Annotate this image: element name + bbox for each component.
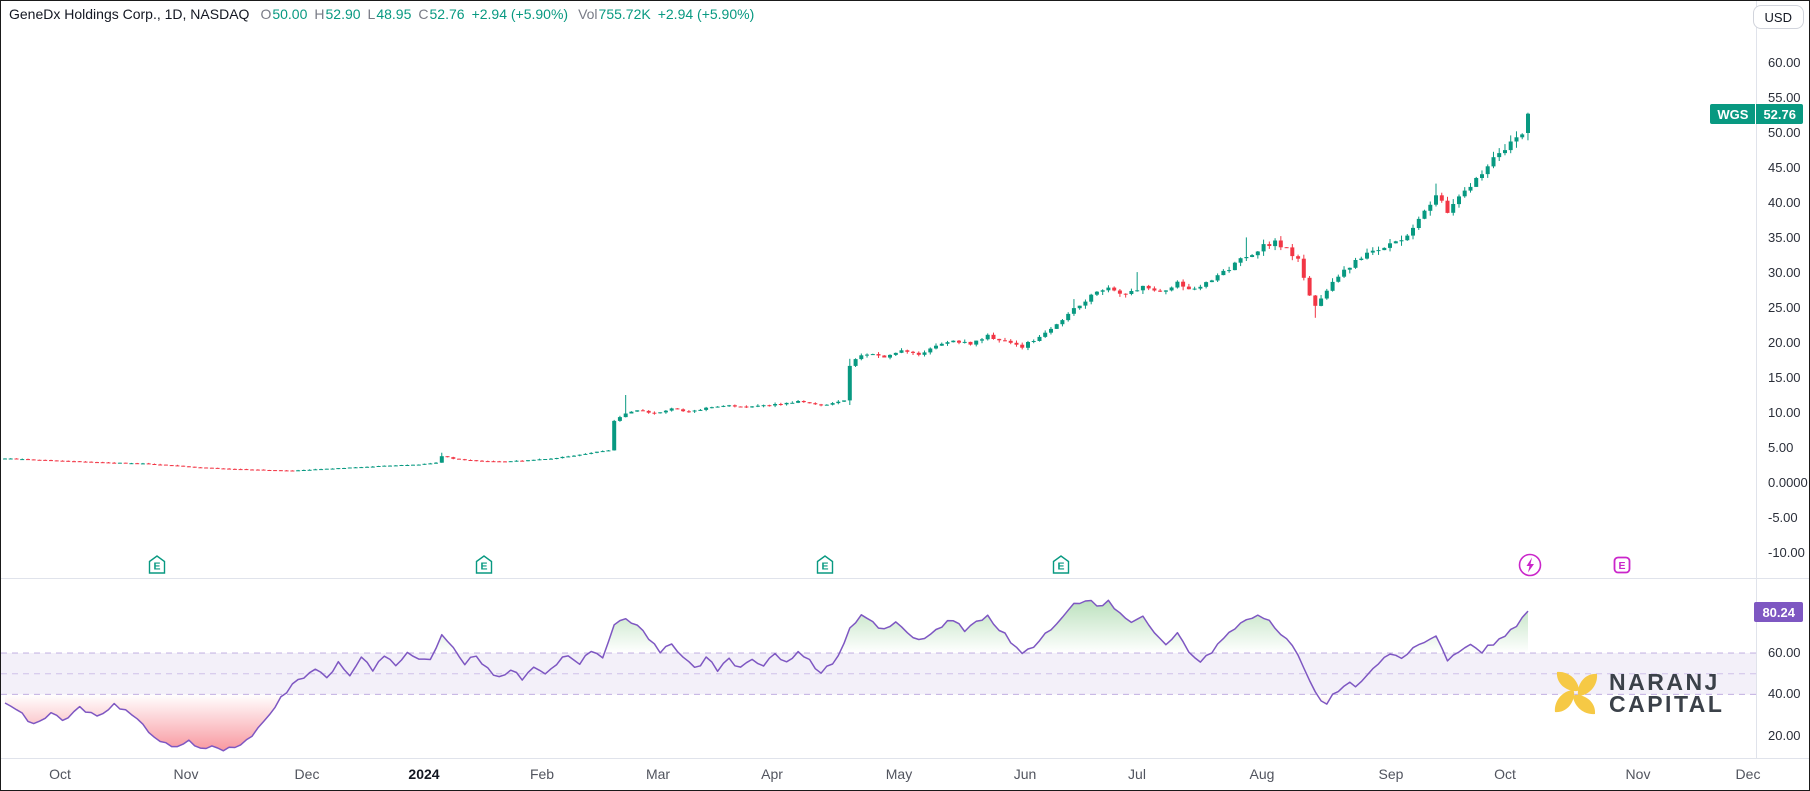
price-tick-label: -10.00 xyxy=(1768,545,1805,560)
price-tick-label: 55.00 xyxy=(1768,90,1801,105)
price-tick-label: 10.00 xyxy=(1768,405,1801,420)
rsi-tick-label: 60.00 xyxy=(1768,645,1801,660)
time-tick-label: Jun xyxy=(1013,766,1037,782)
time-tick-label: Nov xyxy=(1625,766,1651,782)
chart-legend: GeneDx Holdings Corp., 1D, NASDAQ O50.00… xyxy=(9,6,754,22)
price-tick-label: 15.00 xyxy=(1768,370,1801,385)
time-tick-label: Dec xyxy=(294,766,320,782)
rsi-pane-canvas[interactable] xyxy=(1,578,1810,758)
time-tick-label: Feb xyxy=(529,766,555,782)
time-tick-label: Aug xyxy=(1249,766,1275,782)
svg-text:E: E xyxy=(821,561,828,573)
rsi-tick-label: 20.00 xyxy=(1768,727,1801,743)
svg-text:E: E xyxy=(1057,561,1064,573)
price-tick-label: 35.00 xyxy=(1768,230,1801,245)
time-tick-year-label: 2024 xyxy=(408,766,440,782)
high-value: H52.90 xyxy=(314,6,361,22)
change-value: +2.94 (+5.90%) xyxy=(471,6,569,22)
time-tick-label: Sep xyxy=(1378,766,1404,782)
time-tick-label: Apr xyxy=(761,766,783,782)
time-tick-label: Oct xyxy=(1494,766,1516,782)
open-value: O50.00 xyxy=(260,6,308,22)
time-tick-label: May xyxy=(885,766,913,782)
price-tick-label: 30.00 xyxy=(1768,265,1801,280)
close-value: C52.76 xyxy=(418,6,465,22)
rsi-value-badge: 80.24 xyxy=(1754,602,1803,622)
price-tick-label: 40.00 xyxy=(1768,195,1801,210)
price-axis[interactable]: 60.00 55.00 50.00 45.00 40.00 35.00 30.00 25.00… xyxy=(1756,1,1809,578)
rsi-axis[interactable]: 60.00 40.00 20.00 xyxy=(1756,578,1809,758)
price-tick-label: 0.0000 xyxy=(1768,475,1808,490)
rsi-tick-label: 40.00 xyxy=(1768,686,1801,702)
price-tick-label: 50.00 xyxy=(1768,125,1801,140)
time-tick-label: Nov xyxy=(173,766,199,782)
price-tick-label: -5.00 xyxy=(1768,510,1798,525)
future-event-lightning-badge[interactable] xyxy=(1518,553,1542,577)
price-axis-divider xyxy=(1756,1,1757,758)
naranj-capital-watermark: NARANJ CAPITAL xyxy=(1553,670,1724,716)
future-earnings-badge[interactable]: E xyxy=(1613,556,1631,574)
last-price-value: 52.76 xyxy=(1756,104,1803,124)
earnings-badge[interactable]: E xyxy=(148,555,166,574)
price-tick-label: 5.00 xyxy=(1768,440,1794,455)
earnings-badge[interactable]: E xyxy=(475,555,493,574)
time-tick-label: Dec xyxy=(1735,766,1761,782)
volume-change-value: +2.94 (+5.90%) xyxy=(657,6,755,22)
svg-text:E: E xyxy=(1618,560,1625,572)
time-tick-label: Oct xyxy=(49,766,71,782)
svg-text:E: E xyxy=(153,561,160,573)
time-tick-label: Mar xyxy=(645,766,671,782)
symbol-label: WGS xyxy=(1710,104,1756,124)
logo-line2: CAPITAL xyxy=(1609,691,1725,717)
earnings-badge[interactable]: E xyxy=(816,555,834,574)
low-value: L48.95 xyxy=(367,6,412,22)
time-axis[interactable]: Oct Nov Dec 2024 Feb Mar Apr May Jun Jul Aug Sep Oct… xyxy=(1,759,1809,790)
pane-divider[interactable] xyxy=(1,578,1809,579)
price-tick-label: 20.00 xyxy=(1768,335,1801,350)
volume-value: Vol755.72K xyxy=(578,6,651,22)
time-tick-label: Jul xyxy=(1128,766,1146,782)
pinwheel-logo-icon xyxy=(1554,671,1598,715)
last-price-badge: WGS 52.76 xyxy=(1710,104,1803,124)
price-tick-label: 45.00 xyxy=(1768,160,1801,175)
svg-text:E: E xyxy=(480,561,487,573)
earnings-badge[interactable]: E xyxy=(1052,555,1070,574)
logo-line1: NARANJ xyxy=(1609,669,1720,695)
price-tick-label: 60.00 xyxy=(1768,55,1801,70)
time-axis-divider xyxy=(1,758,1809,759)
symbol-title[interactable]: GeneDx Holdings Corp., 1D, NASDAQ xyxy=(9,6,250,22)
price-tick-label: 25.00 xyxy=(1768,300,1801,315)
currency-toggle-button[interactable]: USD xyxy=(1752,5,1804,29)
